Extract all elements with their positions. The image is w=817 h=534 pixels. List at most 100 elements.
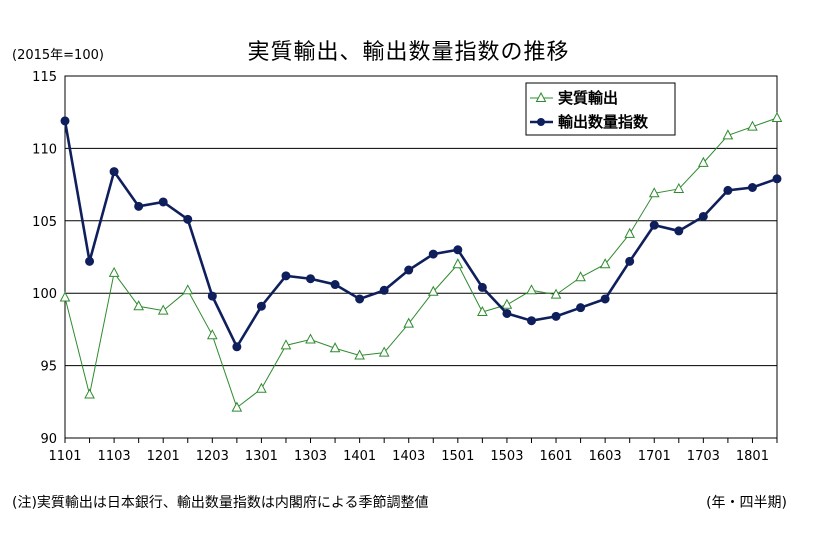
data-point <box>722 129 734 140</box>
y-tick-label: 95 <box>40 360 57 375</box>
data-point <box>551 311 561 321</box>
data-point <box>85 256 95 266</box>
data-point <box>526 316 536 326</box>
legend-label: 実質輸出 <box>558 89 618 107</box>
data-point <box>108 266 120 277</box>
series-1 <box>59 111 783 412</box>
x-tick-label: 1401 <box>343 449 376 464</box>
chart-title: 実質輸出、輸出数量指数の推移 <box>247 40 570 65</box>
data-point <box>330 280 340 290</box>
data-point <box>649 220 659 230</box>
x-tick-label: 1603 <box>589 449 622 464</box>
data-point <box>600 294 610 304</box>
x-tick-label: 1601 <box>539 449 572 464</box>
series-2 <box>60 116 782 352</box>
x-tick-label: 1201 <box>147 449 180 464</box>
data-point <box>133 300 144 311</box>
data-point <box>501 298 513 309</box>
x-unit-label: (年・四半期) <box>706 495 787 511</box>
data-point <box>575 271 586 282</box>
data-point <box>305 333 316 344</box>
data-point <box>624 227 636 238</box>
data-point <box>378 346 390 357</box>
y-tick-label: 110 <box>32 142 57 157</box>
data-point <box>550 288 562 299</box>
data-point <box>772 174 782 184</box>
data-point <box>256 382 267 393</box>
data-point <box>281 271 291 281</box>
data-point <box>747 120 758 131</box>
data-point <box>673 182 685 193</box>
data-point <box>207 291 217 301</box>
data-point <box>183 214 193 224</box>
legend-item: 実質輸出 <box>530 89 618 107</box>
data-point <box>747 182 757 192</box>
data-point <box>771 111 783 122</box>
data-point <box>59 291 71 302</box>
data-point <box>648 187 660 198</box>
y-tick-label: 115 <box>32 70 57 85</box>
x-tick-label: 1403 <box>392 449 425 464</box>
data-point <box>723 185 733 195</box>
data-point <box>427 285 439 296</box>
data-point <box>477 282 487 292</box>
data-point <box>182 284 194 295</box>
data-point <box>355 294 365 304</box>
data-point <box>404 265 414 275</box>
data-point <box>625 256 635 266</box>
legend-item: 輸出数量指数 <box>530 113 649 131</box>
data-point <box>698 156 709 167</box>
x-tick-label: 1203 <box>196 449 229 464</box>
x-tick-label: 1701 <box>638 449 671 464</box>
data-point <box>453 245 463 255</box>
data-point <box>157 304 169 315</box>
data-point <box>452 258 464 269</box>
data-point <box>526 284 537 295</box>
data-point <box>698 211 708 221</box>
data-point <box>674 226 684 236</box>
data-point <box>109 167 119 177</box>
x-tick-label: 1303 <box>294 449 327 464</box>
data-point <box>354 349 365 360</box>
data-point <box>60 116 70 126</box>
data-point <box>599 258 611 269</box>
x-tick-label: 1703 <box>687 449 720 464</box>
data-point <box>232 342 242 352</box>
data-point <box>231 401 243 412</box>
data-point <box>403 317 415 328</box>
gridlines <box>65 147 777 367</box>
data-point <box>329 342 341 353</box>
y-tick-label: 100 <box>32 287 57 302</box>
x-tick-label: 1301 <box>245 449 278 464</box>
series-layer <box>59 111 783 412</box>
plot-area <box>64 75 778 439</box>
data-point <box>280 339 292 350</box>
x-tick-label: 1101 <box>48 449 81 464</box>
data-point <box>502 308 512 318</box>
x-tick-label: 1503 <box>490 449 523 464</box>
legend-box <box>525 82 676 136</box>
y-unit-label: (2015年=100) <box>12 48 104 63</box>
legend-marker <box>535 91 547 102</box>
data-point <box>158 197 168 207</box>
data-point <box>134 201 144 211</box>
data-point <box>379 285 389 295</box>
series-line <box>63 120 778 350</box>
y-tick-label: 90 <box>40 432 57 447</box>
data-point <box>256 301 266 311</box>
data-point <box>306 274 316 284</box>
legend-marker <box>537 118 545 126</box>
legend-label: 輸出数量指数 <box>558 113 649 131</box>
y-axis: 90 95 100 105 110 115 <box>32 70 57 447</box>
data-point <box>84 388 95 399</box>
x-tick-label: 1501 <box>441 449 474 464</box>
x-axis: 1101 1103 1201 1203 1301 1303 1401 1403 1501 1503… <box>48 438 778 464</box>
footnote: (注)実質輸出は日本銀行、輸出数量指数は内閣府による季節調整値 <box>12 495 429 511</box>
data-point <box>206 329 218 340</box>
data-point <box>477 305 488 317</box>
x-tick-label: 1801 <box>736 449 769 464</box>
data-point <box>576 303 586 313</box>
y-tick-label: 105 <box>32 215 57 230</box>
